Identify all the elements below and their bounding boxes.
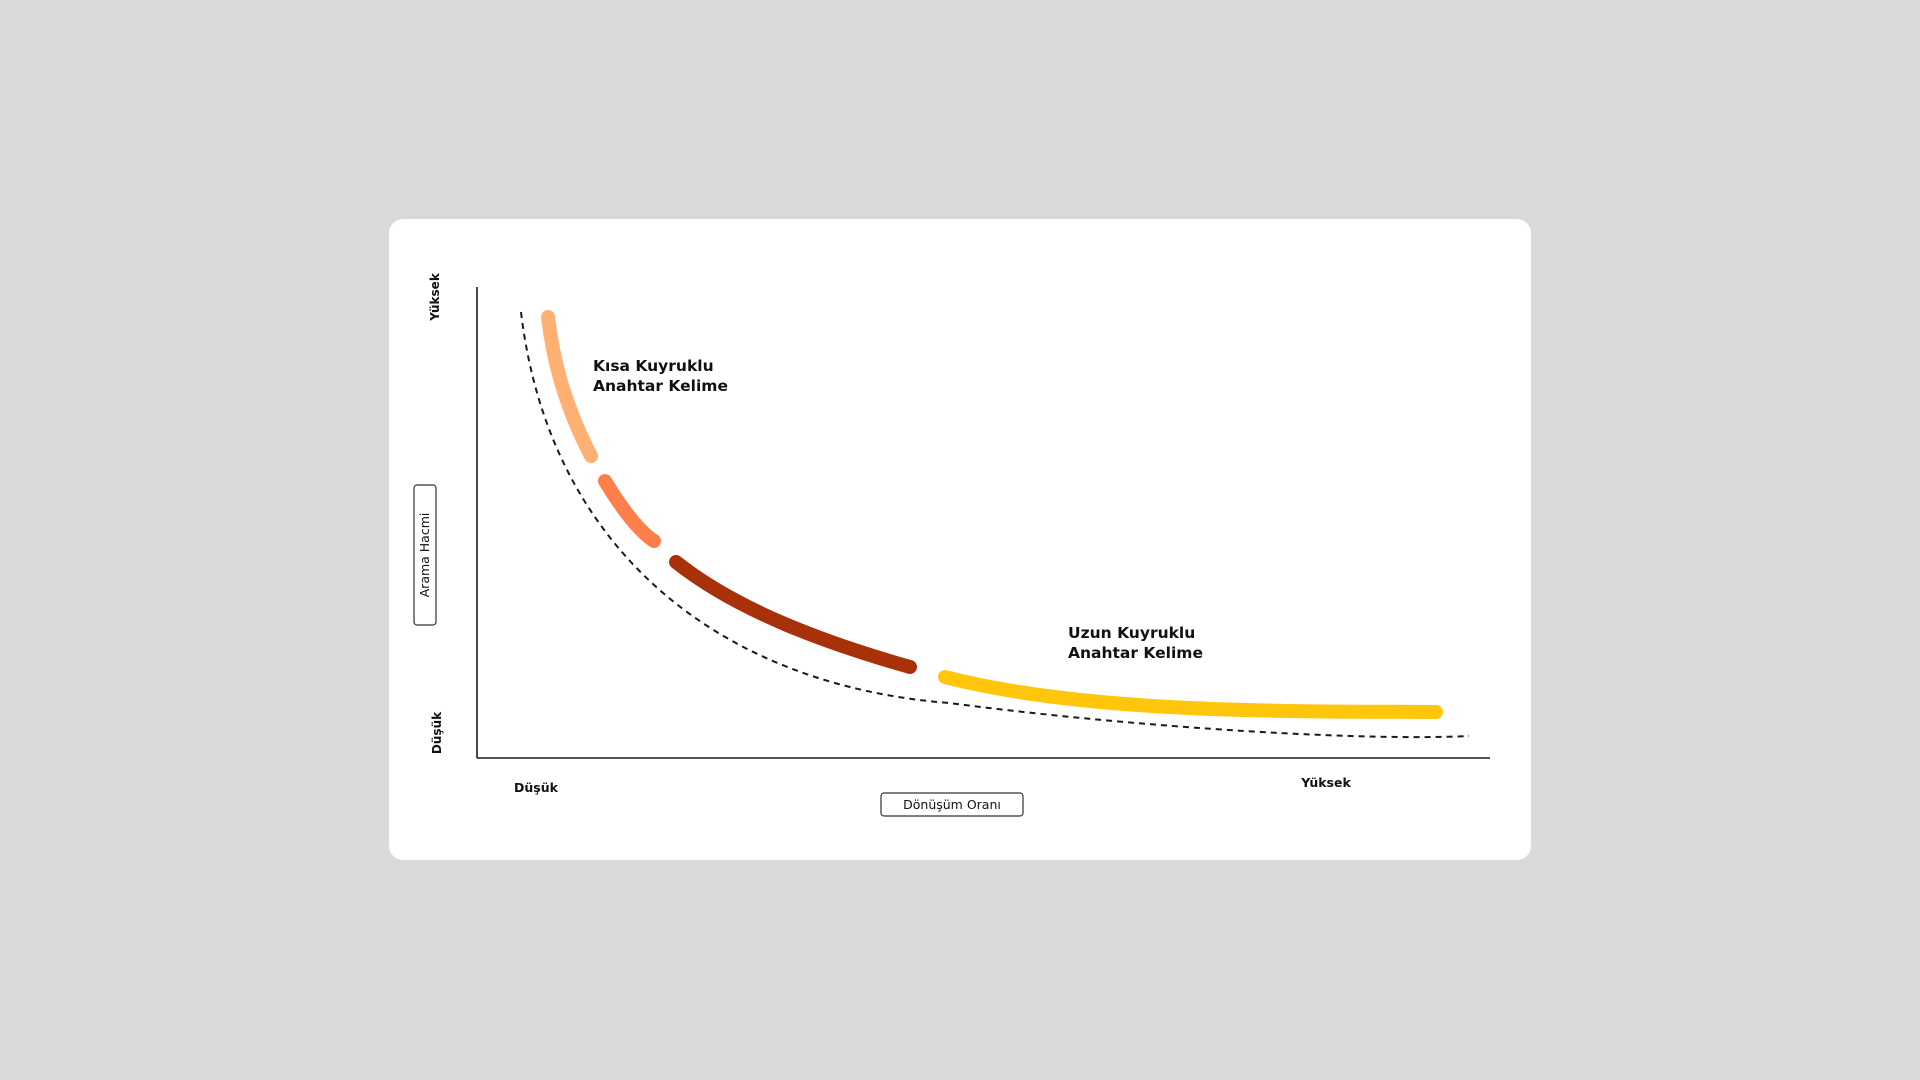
short-tail-label-line-1: Kısa Kuyruklu	[593, 357, 714, 375]
diagram-card: Kısa Kuyruklu Anahtar Kelime Uzun Kuyruk…	[389, 219, 1531, 860]
y-axis-low-label: Düşük	[430, 711, 444, 754]
y-axis-title-box: Arama Hacmi	[413, 484, 437, 626]
y-axis-title: Arama Hacmi	[417, 513, 432, 598]
short-tail-label-line-2: Anahtar Kelime	[593, 377, 728, 395]
y-axis-high-label: Yüksek	[428, 272, 442, 322]
x-axis-high-label: Yüksek	[1300, 775, 1351, 790]
long-tail-keyword-diagram: Kısa Kuyruklu Anahtar Kelime Uzun Kuyruk…	[413, 272, 1490, 817]
curve-segment-3	[669, 555, 917, 674]
curve-segment-1	[541, 310, 598, 463]
curve-segment-4	[938, 670, 1443, 719]
x-axis-title: Dönüşüm Oranı	[903, 797, 1001, 812]
x-axis-low-label: Düşük	[514, 780, 559, 795]
long-tail-label-line-1: Uzun Kuyruklu	[1068, 624, 1195, 642]
curve-segment-2	[598, 474, 661, 548]
x-axis-title-box: Dönüşüm Oranı	[880, 792, 1024, 817]
dashed-curve	[520, 311, 1470, 739]
long-tail-label-line-2: Anahtar Kelime	[1068, 644, 1203, 662]
